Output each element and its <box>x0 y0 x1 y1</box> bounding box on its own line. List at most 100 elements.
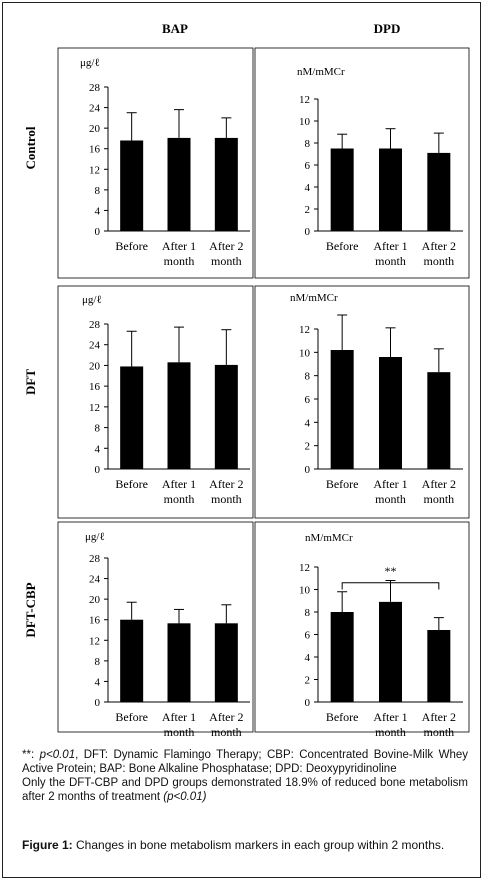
figure-caption: Figure 1: Changes in bone metabolism mar… <box>22 838 468 853</box>
panel-frame <box>254 47 470 279</box>
y-tick-label: 6 <box>305 160 311 172</box>
y-tick-label: 8 <box>95 185 101 197</box>
bar-3 <box>214 364 238 469</box>
footnote-stars: **: <box>22 749 40 761</box>
row-label-dft: DFT <box>23 369 38 395</box>
x-tick-label: Before <box>115 239 148 253</box>
x-tick-label: After 1 month <box>373 710 407 739</box>
bar-chart-grid: BAP DPD Control DFT DFT-CBP μg/ℓ 0 4 8 12 16 2… <box>23 21 470 739</box>
chart-panel-control-dpd: nM/mMCr 0 2 4 6 8 10 12 Before After 1 month After … <box>254 47 470 279</box>
footnote-summary-p: (p<0.01) <box>163 791 207 803</box>
bar-2 <box>167 623 191 702</box>
y-tick-label: 16 <box>89 381 101 393</box>
y-tick-label: 12 <box>299 94 310 106</box>
footnote-summary: Only the DFT-CBP and DPD groups demonstr… <box>22 777 468 803</box>
y-tick-label: 24 <box>89 340 101 352</box>
y-tick-label: 12 <box>89 164 100 176</box>
y-axis-unit: nM/mMCr <box>305 532 353 544</box>
y-tick-label: 8 <box>95 656 101 668</box>
y-tick-label: 0 <box>95 226 101 238</box>
y-tick-label: 12 <box>89 402 100 414</box>
panel-frame <box>254 521 470 733</box>
x-tick-label: After 1 month <box>162 239 196 268</box>
y-tick-label: 0 <box>305 464 311 476</box>
y-tick-label: 12 <box>299 324 310 336</box>
y-tick-label: 24 <box>89 574 101 586</box>
y-tick-label: 4 <box>305 652 311 664</box>
bar-1 <box>330 148 354 231</box>
y-tick-label: 8 <box>305 371 311 383</box>
y-tick-label: 2 <box>305 675 311 687</box>
y-tick-label: 6 <box>305 630 311 642</box>
y-tick-label: 28 <box>89 553 101 565</box>
x-tick-label: Before <box>326 710 359 724</box>
y-axis-unit: nM/mMCr <box>290 292 338 304</box>
chart-panel-dft-cbp-bap: μg/ℓ 0 4 8 12 16 20 24 28 Before After 1 month After… <box>57 521 254 739</box>
bar-3 <box>427 152 451 231</box>
row-label-control: Control <box>23 126 38 169</box>
y-tick-label: 24 <box>89 103 101 115</box>
column-header-dpd: DPD <box>374 21 401 36</box>
x-tick-label: After 1 month <box>162 710 196 739</box>
bar-3 <box>214 137 238 231</box>
y-tick-label: 4 <box>305 182 311 194</box>
y-tick-label: 20 <box>89 360 101 372</box>
y-tick-label: 20 <box>89 123 101 135</box>
bar-2 <box>379 357 402 469</box>
y-tick-label: 0 <box>95 464 101 476</box>
y-tick-label: 0 <box>305 226 311 238</box>
x-tick-label: After 2 month <box>209 477 243 506</box>
x-tick-label: After 1 month <box>373 477 407 506</box>
bar-3 <box>427 372 451 469</box>
bar-1 <box>120 366 144 469</box>
y-axis-unit: nM/mMCr <box>297 66 345 78</box>
footnote: **: p<0.01, DFT: Dynamic Flamingo Therap… <box>22 748 468 804</box>
y-tick-label: 16 <box>89 615 101 627</box>
column-header-bap: BAP <box>162 21 188 36</box>
bar-2 <box>167 137 191 231</box>
y-tick-label: 10 <box>299 116 311 128</box>
chart-panel-control-bap: μg/ℓ 0 4 8 12 16 20 24 28 Before After 1 month After… <box>57 47 254 279</box>
y-tick-label: 2 <box>305 204 311 216</box>
y-tick-label: 8 <box>305 607 311 619</box>
footnote-p-value: p<0.01 <box>39 749 76 761</box>
y-tick-label: 4 <box>95 676 101 688</box>
x-tick-label: Before <box>115 477 148 491</box>
y-tick-label: 8 <box>95 423 101 435</box>
y-tick-label: 6 <box>305 394 311 406</box>
figure-label: Figure 1: <box>22 838 73 852</box>
y-tick-label: 4 <box>95 443 101 455</box>
x-tick-label: After 2 month <box>422 239 456 268</box>
panel-frame <box>57 47 254 279</box>
y-tick-label: 0 <box>305 697 311 709</box>
row-label-dft-cbp: DFT-CBP <box>23 582 38 637</box>
x-tick-label: Before <box>115 710 148 724</box>
y-tick-label: 10 <box>299 585 311 597</box>
y-axis-unit: μg/ℓ <box>80 57 100 69</box>
y-axis-unit: μg/ℓ <box>85 531 105 543</box>
significance-bracket <box>341 582 440 590</box>
bar-2 <box>379 148 402 231</box>
bar-1 <box>330 612 354 702</box>
chart-panel-dft-bap: μg/ℓ 0 4 8 12 16 20 24 28 Before After 1 month After… <box>57 285 254 519</box>
x-tick-label: After 2 month <box>422 710 456 739</box>
y-tick-label: 0 <box>95 697 101 709</box>
bar-1 <box>330 350 354 469</box>
bar-1 <box>120 140 144 231</box>
x-tick-label: Before <box>326 477 359 491</box>
bar-3 <box>427 630 451 702</box>
x-tick-label: Before <box>326 239 359 253</box>
x-tick-label: After 1 month <box>373 239 407 268</box>
y-axis-unit: μg/ℓ <box>82 294 102 306</box>
bar-3 <box>214 623 238 702</box>
y-tick-label: 12 <box>89 635 100 647</box>
y-tick-label: 8 <box>305 138 311 150</box>
footnote-definitions: , DFT: Dynamic Flamingo Therapy; CBP: Co… <box>22 749 468 775</box>
figure-caption-text: Changes in bone metabolism markers in ea… <box>72 838 445 852</box>
y-tick-label: 4 <box>305 417 311 429</box>
panel-frame <box>57 285 254 519</box>
panel-frame <box>57 521 254 733</box>
y-tick-label: 16 <box>89 144 101 156</box>
panel-frame <box>254 285 470 519</box>
